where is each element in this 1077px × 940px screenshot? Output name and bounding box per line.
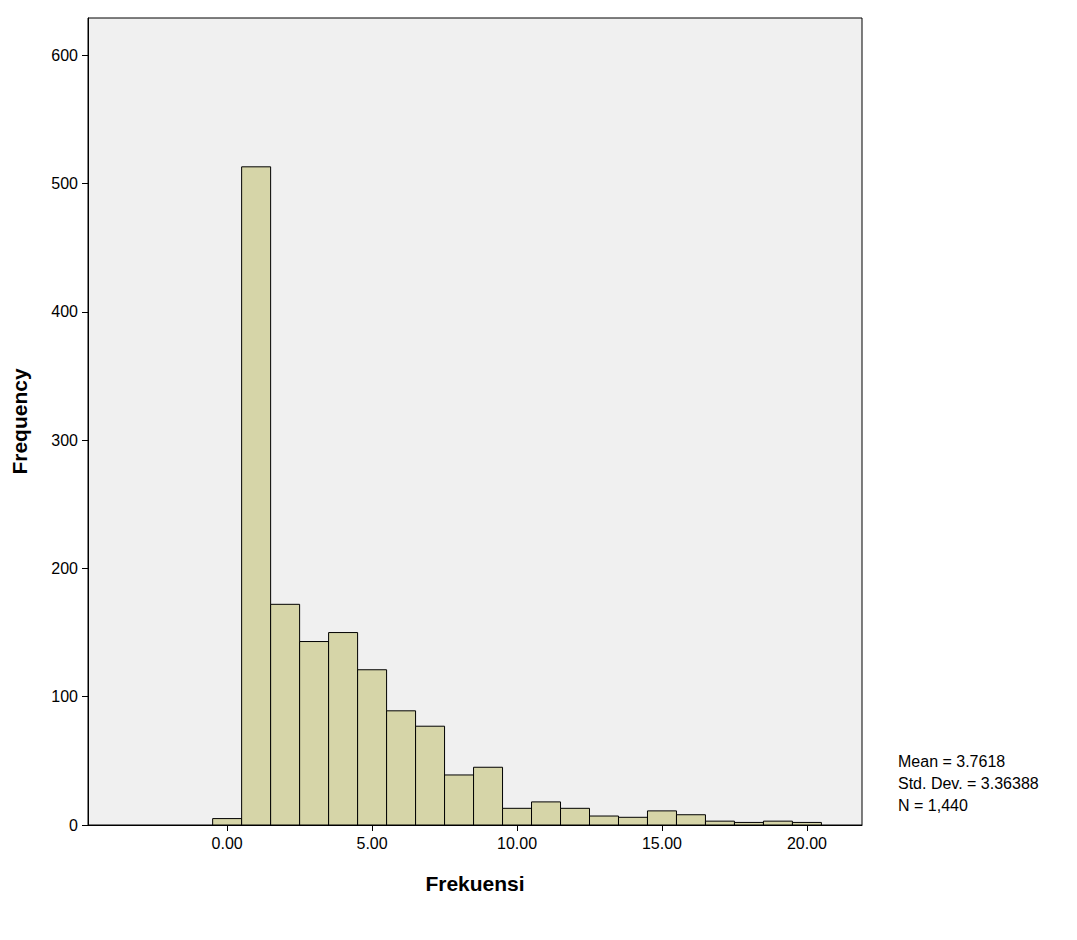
- svg-text:5.00: 5.00: [357, 835, 388, 852]
- svg-text:20.00: 20.00: [787, 835, 827, 852]
- svg-text:N = 1,440: N = 1,440: [898, 797, 968, 814]
- svg-text:15.00: 15.00: [642, 835, 682, 852]
- svg-text:400: 400: [51, 303, 78, 320]
- svg-text:Std. Dev. = 3.36388: Std. Dev. = 3.36388: [898, 775, 1039, 792]
- svg-text:10.00: 10.00: [497, 835, 537, 852]
- svg-text:0.00: 0.00: [212, 835, 243, 852]
- svg-text:500: 500: [51, 175, 78, 192]
- svg-text:Frequency: Frequency: [8, 368, 31, 475]
- svg-text:200: 200: [51, 560, 78, 577]
- svg-text:0: 0: [69, 817, 78, 834]
- svg-text:600: 600: [51, 47, 78, 64]
- svg-text:Mean = 3.7618: Mean = 3.7618: [898, 753, 1005, 770]
- svg-text:300: 300: [51, 432, 78, 449]
- svg-text:Frekuensi: Frekuensi: [425, 872, 524, 895]
- svg-text:100: 100: [51, 688, 78, 705]
